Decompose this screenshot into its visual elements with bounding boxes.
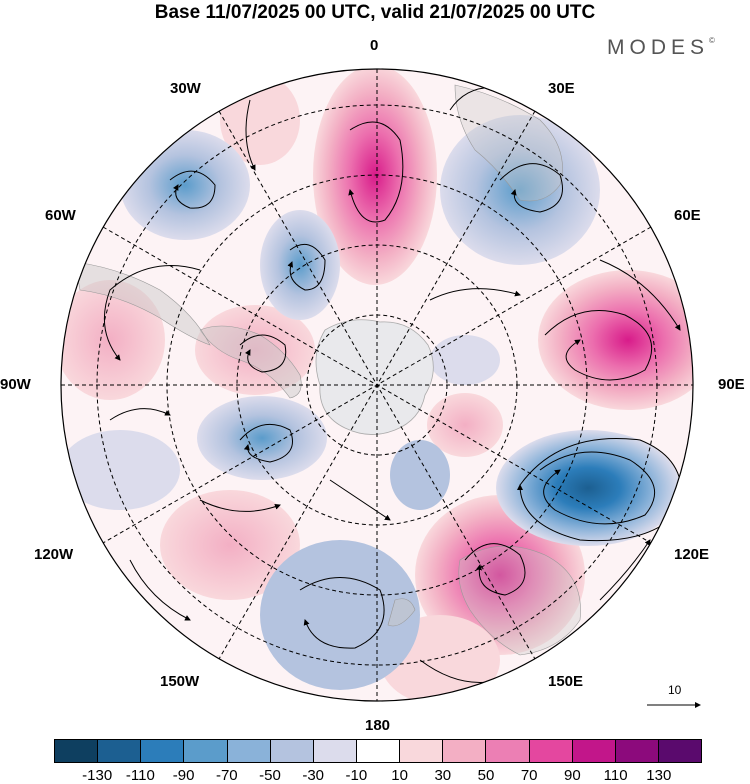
colorbar-bin	[356, 740, 401, 762]
lon-label-180: 180	[365, 717, 391, 734]
colorbar-bin	[529, 740, 573, 762]
colorbar-bin	[615, 740, 659, 762]
colorbar-bin	[55, 740, 99, 762]
colorbar-tick-label: 70	[520, 767, 538, 784]
lon-label-30e: 30E	[548, 80, 575, 97]
antarctic-peninsula	[199, 325, 302, 399]
colorbar-tick-label: 30	[434, 767, 452, 784]
colorbar-tick-label: 10	[391, 767, 408, 784]
colorbar-tick-label: 130	[646, 767, 672, 784]
colorbar-tick-label: -50	[259, 767, 281, 784]
graticule	[61, 69, 693, 701]
australia	[458, 545, 581, 656]
antarctica	[315, 319, 434, 435]
anomaly-negative	[61, 430, 180, 510]
lon-label-90w: 90W	[0, 376, 31, 393]
colorbar-bin	[270, 740, 314, 762]
anomaly-positive	[195, 305, 315, 395]
colorbar-bin	[227, 740, 271, 762]
africa	[454, 84, 563, 202]
anomaly-negative	[496, 430, 680, 546]
anomaly-negative	[260, 540, 420, 690]
colorbar-bin	[658, 740, 702, 762]
anomaly-negative	[440, 115, 600, 265]
anomaly-negative	[390, 440, 450, 510]
colorbar-tick-label: 90	[564, 767, 581, 784]
colorbar-bin	[572, 740, 616, 762]
anomaly-positive	[427, 393, 503, 457]
colorbar-bin	[184, 740, 228, 762]
colorbar-bin	[98, 740, 142, 762]
lon-label-0: 0	[370, 37, 379, 54]
colorbar-tick-label: 50	[477, 767, 495, 784]
map-title: Base 11/07/2025 00 UTC, valid 21/07/2025…	[154, 2, 596, 23]
anomaly-positive	[160, 490, 300, 600]
new-zealand	[387, 598, 416, 627]
colorbar-tick-label: -70	[215, 767, 238, 784]
colorbar-tick-label: -130	[82, 767, 113, 784]
colorbar-tick-label: -110	[125, 767, 155, 784]
lon-label-60e: 60E	[674, 207, 701, 224]
colorbar-bin	[443, 740, 487, 762]
lon-label-150w: 150W	[160, 673, 200, 690]
colorbar-tick-label: -10	[345, 767, 368, 784]
anomaly-negative	[430, 335, 500, 385]
colorbar-tick-label: -90	[172, 767, 195, 784]
colorbar-bin	[400, 740, 444, 762]
vector-reference-label: 10	[668, 683, 682, 697]
colorbar	[54, 739, 702, 763]
brand-name: MODES	[607, 36, 710, 59]
map-border	[60, 68, 694, 702]
brand-mark: ©	[709, 36, 715, 45]
colorbar-bin	[313, 740, 357, 762]
anomaly-positive	[538, 270, 693, 410]
anomaly-positive	[61, 280, 165, 400]
lon-label-90e: 90E	[718, 376, 745, 393]
anomaly-negative	[260, 210, 340, 320]
lon-label-30w: 30W	[170, 80, 201, 97]
colorbar-tick-label: 110	[603, 767, 628, 784]
colorbar-tick-label: -30	[302, 767, 325, 784]
lon-label-120e: 120E	[674, 546, 710, 563]
lon-label-60w: 60W	[45, 207, 76, 224]
lon-label-150e: 150E	[548, 673, 584, 690]
colorbar-bin	[486, 740, 530, 762]
anomaly-negative	[197, 396, 327, 480]
colorbar-bin	[141, 740, 185, 762]
modes-logo: MODES©	[607, 36, 715, 60]
lon-label-120w: 120W	[34, 546, 74, 563]
